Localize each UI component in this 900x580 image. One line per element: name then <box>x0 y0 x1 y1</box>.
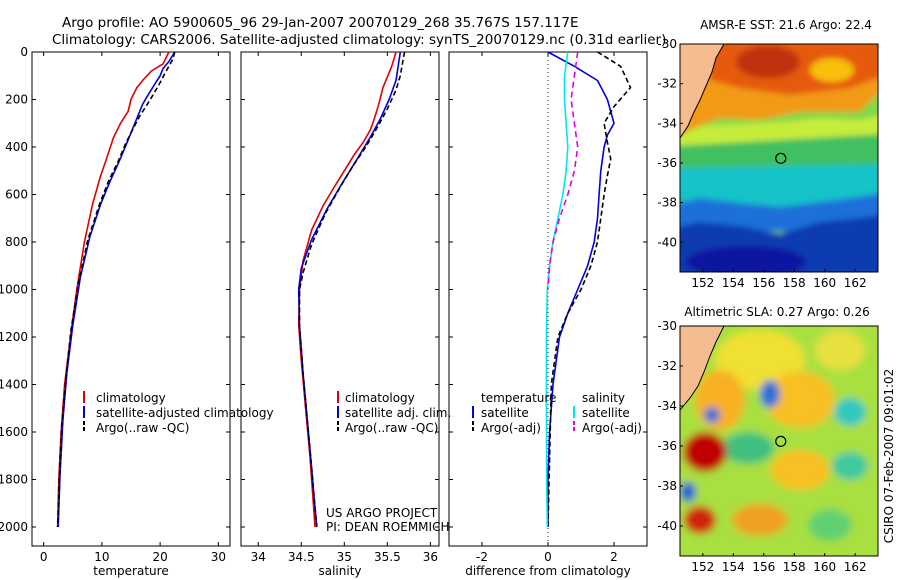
x-tick-label: 34 <box>251 550 266 564</box>
sst-land-australia <box>680 44 725 139</box>
legend-header-temperature: temperature <box>481 391 556 405</box>
map-x-tick-label: 158 <box>783 276 806 290</box>
map-x-tick-label: 152 <box>691 560 714 574</box>
temperature-xlabel: temperature <box>93 564 168 578</box>
x-tick-label: 30 <box>211 550 226 564</box>
salinity-plot: 34 34.5 35 35.5 36 <box>241 51 439 564</box>
sla-argo-location-marker <box>775 435 787 447</box>
map-y-tick-label: -38 <box>657 196 677 210</box>
difference-plot: -2 0 2 <box>449 51 647 564</box>
map-y-tick-label: -36 <box>657 156 677 170</box>
legend-label-satellite: satellite adj. clim. <box>345 406 451 420</box>
map-y-tick-label: -38 <box>657 479 677 493</box>
difference-legend: temperature salinity satellite Argo(-adj… <box>472 391 642 435</box>
x-tick-label: 35 <box>337 550 352 564</box>
legend-label-temp-satellite: satellite <box>481 406 529 420</box>
project-credit: US ARGO PROJECT <box>326 506 438 520</box>
legend-label-temp-argo: Argo(-adj) <box>481 421 541 435</box>
map-y-tick-label: -32 <box>657 77 677 91</box>
sst-map <box>680 44 878 272</box>
sst-argo-location-marker <box>775 152 787 164</box>
sst-map-title: AMSR-E SST: 21.6 Argo: 22.4 <box>700 18 872 32</box>
series-line-argo-raw-qc <box>298 51 406 528</box>
y-tick-label: 200 <box>5 93 28 107</box>
temperature-plot: 0 10 20 30 0 200 400 600 800 1000 1200 1400 1600 1800… <box>0 45 230 564</box>
series-line-argo-adj <box>547 51 632 528</box>
map-y-tick-label: -30 <box>657 319 677 333</box>
sla-land-australia <box>680 326 725 411</box>
map-y-tick-label: -34 <box>657 399 677 413</box>
series-line-argo-raw-qc <box>56 51 176 528</box>
legend-label-climatology: climatology <box>96 391 166 405</box>
legend-header-salinity: salinity <box>582 391 625 405</box>
x-tick-label: 35.5 <box>374 550 401 564</box>
map-y-tick-label: -30 <box>657 37 677 51</box>
legend-label-sal-satellite: satellite <box>582 406 630 420</box>
legend-label-argo: Argo(..raw -QC) <box>345 421 438 435</box>
difference-xlabel: difference from climatology <box>465 564 631 578</box>
sla-map-frame <box>679 325 879 557</box>
y-tick-label: 0 <box>20 45 28 59</box>
csiro-timestamp: CSIRO 07-Feb-2007 09:01:02 <box>882 369 896 544</box>
y-tick-label: 800 <box>5 235 28 249</box>
y-tick-label: 1200 <box>0 330 28 344</box>
x-tick-label: 36 <box>423 550 438 564</box>
map-y-tick-label: -36 <box>657 439 677 453</box>
map-x-tick-label: 154 <box>722 276 745 290</box>
y-tick-label: 2000 <box>0 520 28 534</box>
series-line-climatology <box>56 51 170 528</box>
temperature-legend: climatology satellite-adjusted climatolo… <box>83 391 274 435</box>
map-x-tick-label: 162 <box>844 276 867 290</box>
y-tick-label: 1800 <box>0 473 28 487</box>
x-tick-label: 34.5 <box>288 550 315 564</box>
x-tick-label: 0 <box>40 550 48 564</box>
map-x-tick-label: 162 <box>844 560 867 574</box>
figure-title-line1: Argo profile: AO 5900605_96 29-Jan-2007 … <box>62 15 579 31</box>
series-line-satellite <box>547 51 615 527</box>
x-tick-label: 0 <box>544 550 552 564</box>
legend-label-argo: Argo(..raw -QC) <box>96 421 189 435</box>
salinity-panel-frame <box>240 51 440 547</box>
legend-label-climatology: climatology <box>345 391 415 405</box>
x-tick-label: 20 <box>152 550 167 564</box>
map-y-tick-label: -40 <box>657 235 677 249</box>
pi-credit: PI: DEAN ROEMMICH <box>326 520 449 534</box>
sst-map-frame <box>679 43 879 273</box>
map-x-tick-label: 152 <box>691 276 714 290</box>
y-tick-label: 1400 <box>0 378 28 392</box>
figure-title-line2: Climatology: CARS2006. Satellite-adjuste… <box>52 32 666 48</box>
y-tick-label: 600 <box>5 188 28 202</box>
map-x-tick-label: 160 <box>813 560 836 574</box>
sla-map-ticks: 152 154 156 158 160 162 -30 -32 -34 -36 -38 -40 <box>657 319 866 574</box>
y-tick-label: 1000 <box>0 283 28 297</box>
map-x-tick-label: 156 <box>752 276 775 290</box>
x-tick-label: 2 <box>610 550 618 564</box>
series-line-argo-adj <box>547 51 579 290</box>
legend-label-satellite: satellite-adjusted climatology <box>96 406 274 420</box>
map-y-tick-label: -34 <box>657 116 677 130</box>
series-line-climatology <box>297 51 397 528</box>
sst-map-ticks: 152 154 156 158 160 162 -30 -32 -34 -36 -38 -40 <box>657 37 866 290</box>
map-x-tick-label: 154 <box>722 560 745 574</box>
y-tick-label: 1600 <box>0 425 28 439</box>
y-tick-label: 400 <box>5 140 28 154</box>
salinity-legend: climatology satellite adj. clim. Argo(..… <box>337 391 451 435</box>
sla-map-title: Altimetric SLA: 0.27 Argo: 0.26 <box>684 305 869 319</box>
map-x-tick-label: 158 <box>783 560 806 574</box>
map-y-tick-label: -40 <box>657 519 677 533</box>
salinity-xlabel: salinity <box>318 564 361 578</box>
series-line-satellite-adjusted-climatology <box>57 51 176 528</box>
series-line-satellite <box>545 51 569 528</box>
sla-map <box>680 326 878 556</box>
series-line-satellite-adj-clim <box>297 51 402 528</box>
x-tick-label: -2 <box>476 550 488 564</box>
map-x-tick-label: 160 <box>813 276 836 290</box>
legend-label-sal-argo: Argo(-adj) <box>582 421 642 435</box>
temperature-panel-frame <box>31 51 231 547</box>
map-x-tick-label: 156 <box>752 560 775 574</box>
x-tick-label: 10 <box>94 550 109 564</box>
map-y-tick-label: -32 <box>657 359 677 373</box>
